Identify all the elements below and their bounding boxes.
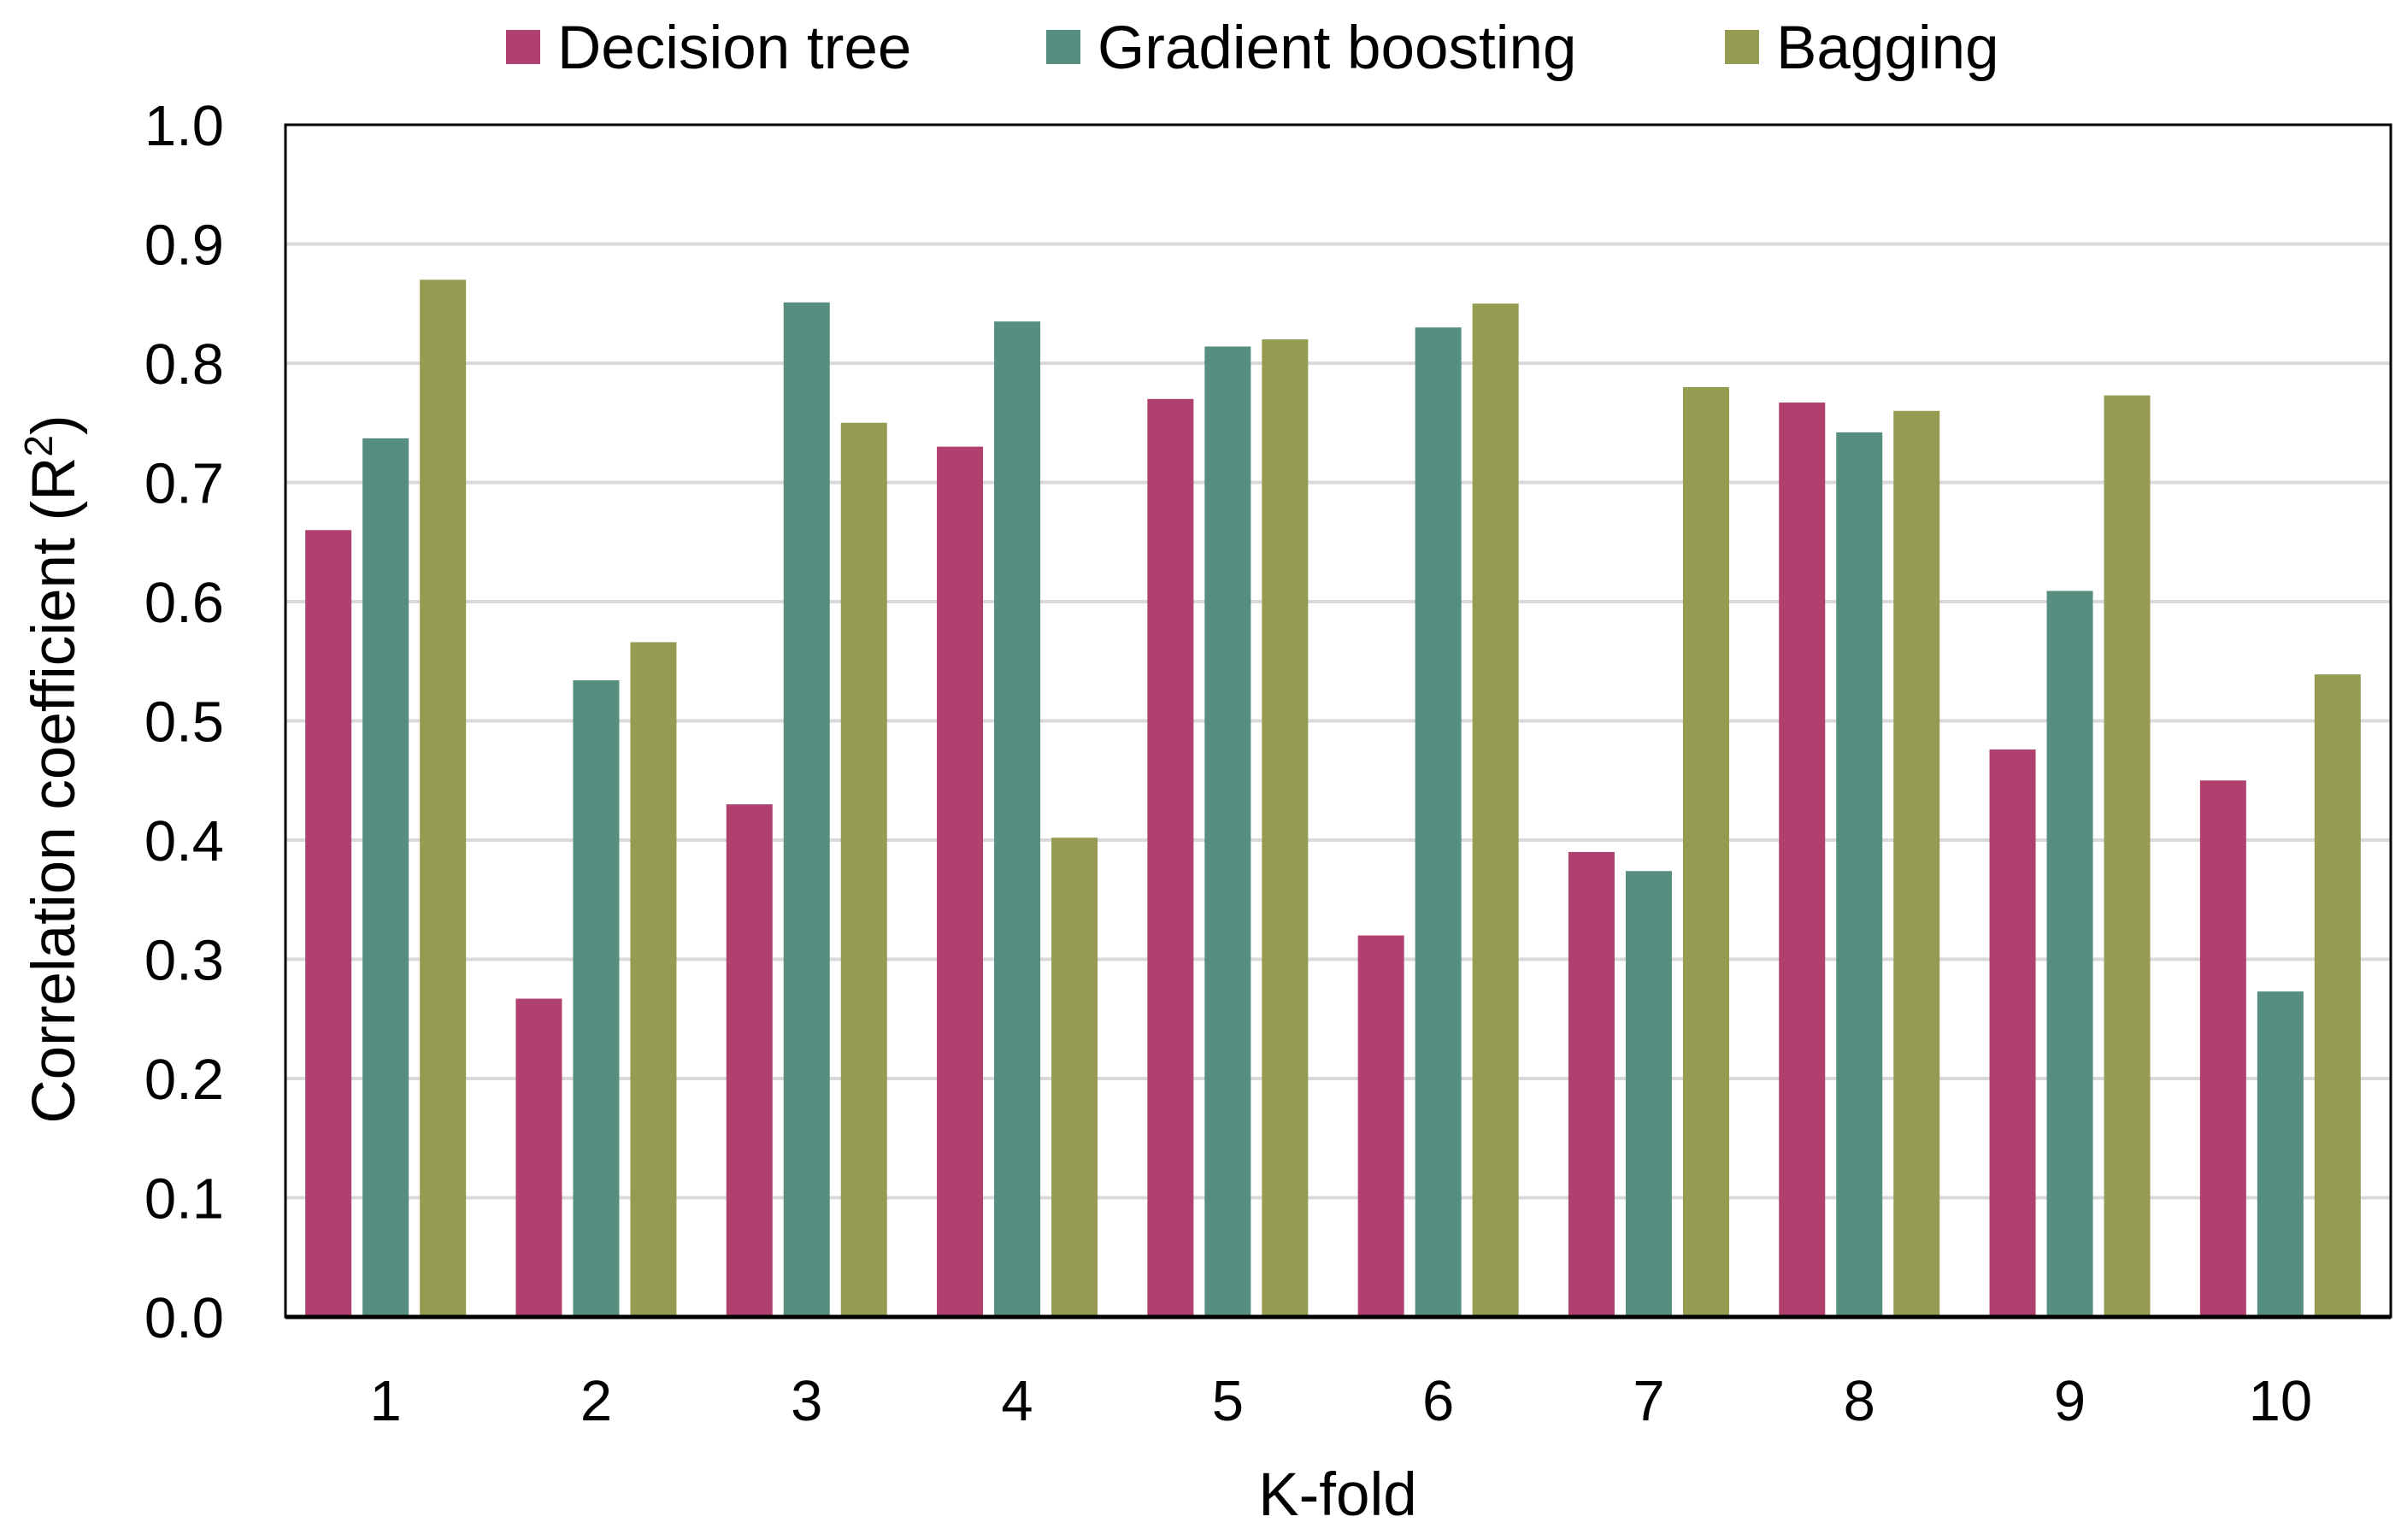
- y-tick-label: 0.5: [144, 691, 224, 755]
- bar-decision-tree-fold-3: [726, 804, 773, 1317]
- bar-bagging-fold-5: [1262, 339, 1309, 1318]
- bar-bagging-fold-8: [1893, 410, 1940, 1317]
- bar-bagging-fold-3: [840, 422, 887, 1317]
- x-tick-label: 1: [370, 1369, 402, 1433]
- bar-decision-tree-fold-7: [1568, 851, 1615, 1317]
- legend-swatch-bagging: [1725, 30, 1759, 64]
- bar-bagging-fold-6: [1472, 303, 1519, 1317]
- bar-gradient-boosting-fold-1: [362, 438, 409, 1317]
- x-tick-label: 7: [1633, 1369, 1664, 1433]
- legend-swatch-gradient-boosting: [1046, 30, 1080, 64]
- x-tick-label: 4: [1001, 1369, 1033, 1433]
- y-axis-title-end: ): [21, 414, 88, 435]
- bar-decision-tree-fold-4: [937, 446, 984, 1317]
- axes: [284, 123, 2392, 1320]
- y-tick-label: 0.6: [144, 571, 224, 635]
- bar-gradient-boosting-fold-10: [2257, 991, 2304, 1317]
- bar-gradient-boosting-fold-6: [1415, 327, 1462, 1317]
- bar-decision-tree-fold-1: [305, 530, 352, 1317]
- x-tick-label: 2: [580, 1369, 612, 1433]
- y-tick-label: 0.3: [144, 929, 224, 993]
- y-tick-label: 0.0: [144, 1286, 224, 1350]
- bar-bagging-fold-2: [630, 642, 677, 1317]
- bar-decision-tree-fold-9: [1989, 749, 2036, 1317]
- x-tick-labels: 1 2 3 4 5 6 7 8 9 10: [370, 1369, 2313, 1433]
- bar-gradient-boosting-fold-9: [2046, 591, 2093, 1317]
- bar-decision-tree-fold-8: [1779, 403, 1826, 1317]
- legend-label: Decision tree: [557, 15, 911, 82]
- bar-gradient-boosting-fold-3: [783, 302, 830, 1318]
- x-tick-label: 9: [2054, 1369, 2086, 1433]
- bar-bagging-fold-4: [1051, 838, 1098, 1317]
- bar-gradient-boosting-fold-8: [1836, 432, 1883, 1317]
- bar-bagging-fold-1: [420, 279, 467, 1318]
- y-tick-labels: 0.0 0.1 0.2 0.3 0.4 0.5 0.6 0.7 0.8 0.9 1.0: [144, 94, 224, 1350]
- x-tick-label: 8: [1844, 1369, 1875, 1433]
- y-axis-title-superscript: 2: [16, 435, 61, 457]
- bar-gradient-boosting-fold-5: [1204, 346, 1251, 1318]
- legend-swatch-decision-tree: [506, 30, 540, 64]
- y-tick-label: 0.4: [144, 809, 224, 873]
- legend-label: Gradient boosting: [1098, 15, 1576, 82]
- bar-decision-tree-fold-6: [1357, 935, 1404, 1317]
- y-tick-label: 0.7: [144, 452, 224, 516]
- bars: [305, 279, 2361, 1318]
- y-axis-title-main: Correlation coefficient (R: [21, 457, 88, 1124]
- bar-decision-tree-fold-10: [2199, 780, 2246, 1317]
- bar-bagging-fold-9: [2104, 395, 2151, 1317]
- y-tick-label: 1.0: [144, 94, 224, 158]
- bar-bagging-fold-10: [2314, 674, 2361, 1317]
- legend: Decision tree Gradient boosting Bagging: [506, 15, 1999, 82]
- x-axis-title: K-fold: [1258, 1461, 1416, 1529]
- y-axis-title: Correlation coefficient (R2): [16, 414, 88, 1123]
- x-tick-label: 5: [1212, 1369, 1244, 1433]
- x-tick-label: 3: [791, 1369, 822, 1433]
- bar-bagging-fold-7: [1682, 386, 1729, 1317]
- bar-gradient-boosting-fold-4: [994, 321, 1041, 1317]
- y-tick-label: 0.9: [144, 214, 224, 278]
- y-tick-label: 0.2: [144, 1048, 224, 1112]
- legend-label: Bagging: [1776, 15, 1999, 82]
- y-tick-label: 0.8: [144, 332, 224, 397]
- x-tick-label: 6: [1422, 1369, 1454, 1433]
- x-tick-label: 10: [2249, 1369, 2313, 1433]
- bar-gradient-boosting-fold-2: [573, 680, 620, 1317]
- bar-decision-tree-fold-2: [515, 998, 562, 1317]
- y-tick-label: 0.1: [144, 1167, 224, 1231]
- bar-gradient-boosting-fold-7: [1625, 871, 1672, 1317]
- bar-decision-tree-fold-5: [1147, 398, 1194, 1318]
